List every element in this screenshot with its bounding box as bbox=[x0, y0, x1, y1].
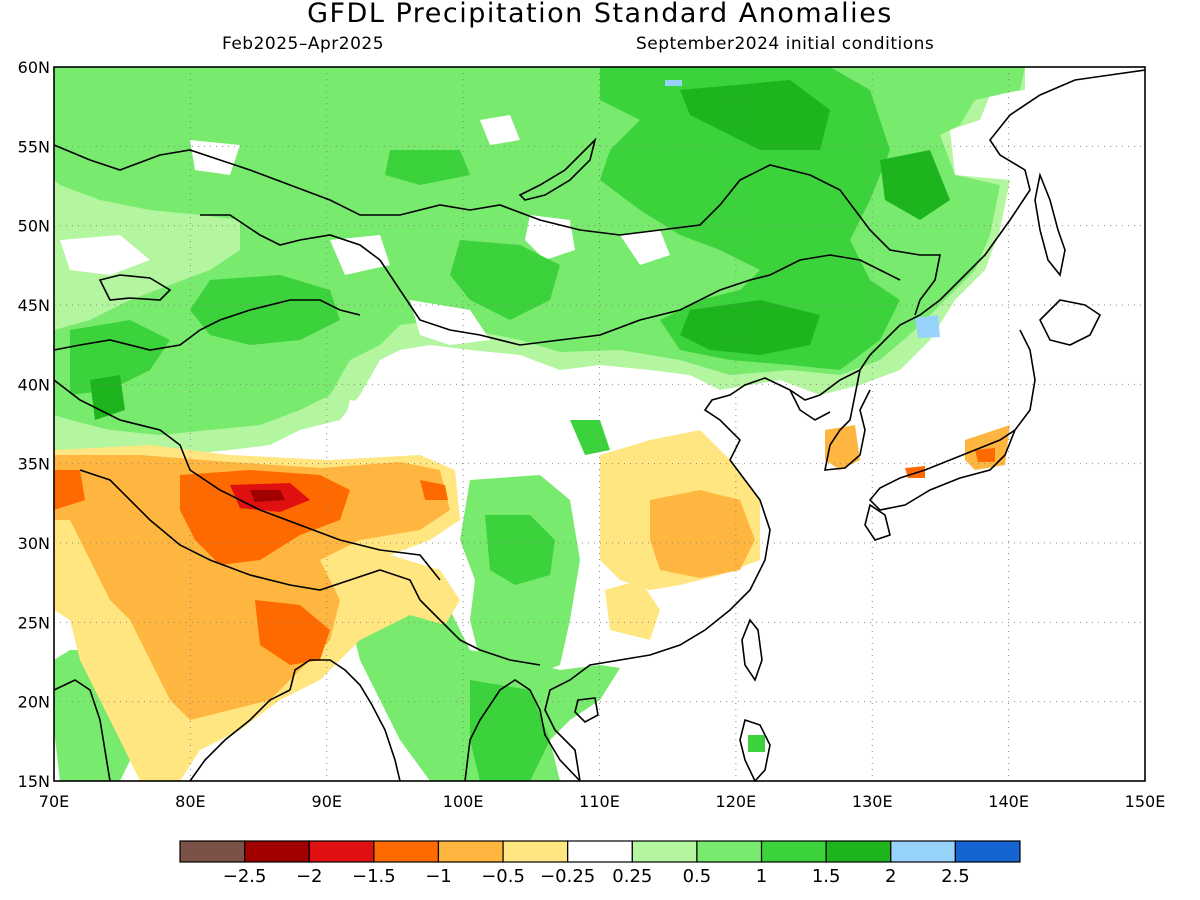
colorbar-tick-label: −0.5 bbox=[481, 866, 525, 887]
latitude-label: 45N bbox=[18, 296, 50, 315]
anomaly-region-east-china-dry bbox=[650, 490, 755, 578]
latitude-label: 15N bbox=[18, 772, 50, 791]
precipitation-anomaly-field bbox=[54, 67, 1145, 781]
colorbar-swatch bbox=[502, 840, 569, 863]
anomaly-region-sw-china-wet-dark bbox=[485, 515, 555, 585]
longitude-label: 80E bbox=[175, 792, 205, 811]
colorbar-swatch bbox=[437, 840, 504, 863]
colorbar-swatch bbox=[760, 840, 827, 863]
longitude-label: 120E bbox=[716, 792, 757, 811]
anomaly-region-taiwan-wet bbox=[748, 735, 765, 752]
colorbar-tick-label: −1.5 bbox=[352, 866, 396, 887]
colorbar bbox=[179, 840, 1021, 863]
anomaly-region-japan-dry bbox=[965, 425, 1010, 470]
colorbar-swatch bbox=[954, 840, 1021, 863]
colorbar-swatch bbox=[696, 840, 763, 863]
latitude-label: 60N bbox=[18, 58, 50, 77]
colorbar-swatch bbox=[244, 840, 310, 863]
anomaly-region-tibet-dry bbox=[54, 455, 450, 720]
colorbar-tick-label: 0.5 bbox=[683, 866, 712, 887]
latitude-label: 25N bbox=[18, 613, 50, 632]
latitude-label: 30N bbox=[18, 534, 50, 553]
longitude-label: 150E bbox=[1125, 792, 1166, 811]
latitude-label: 20N bbox=[18, 693, 50, 712]
colorbar-swatch bbox=[825, 840, 892, 863]
latitude-label: 40N bbox=[18, 375, 50, 394]
colorbar-tick-label: 1.5 bbox=[812, 866, 841, 887]
colorbar-tick-label: 2.5 bbox=[941, 866, 970, 887]
graticule bbox=[54, 67, 1145, 781]
longitude-label: 130E bbox=[852, 792, 893, 811]
longitude-label: 110E bbox=[579, 792, 620, 811]
colorbar-tick-label: −2.5 bbox=[223, 866, 267, 887]
longitude-label: 70E bbox=[39, 792, 69, 811]
colorbar-swatch bbox=[308, 840, 375, 863]
map-title: GFDL Precipitation Standard Anomalies bbox=[307, 0, 893, 29]
colorbar-labels: −2.5 −2 −1.5 −1 −0.5 −0.25 0.25 0.5 1 1.5 2 2.5 bbox=[223, 866, 970, 887]
longitude-axis-labels: 70E 80E 90E 100E 110E 120E 130E 140E 150E bbox=[39, 792, 1166, 811]
longitude-label: 140E bbox=[988, 792, 1029, 811]
forecast-period-label: Feb2025–Apr2025 bbox=[222, 34, 385, 54]
latitude-axis-labels: 60N 55N 50N 45N 40N 35N 30N 25N 20N 15N bbox=[18, 58, 50, 791]
colorbar-tick-label: 0.25 bbox=[612, 866, 652, 887]
anomaly-region-korea-dry bbox=[825, 425, 860, 470]
latitude-label: 35N bbox=[18, 455, 50, 474]
coastlines-and-borders bbox=[53, 69, 1146, 783]
anomaly-region-indochina-wet bbox=[350, 570, 620, 781]
anomaly-region-north-dark bbox=[70, 67, 900, 455]
latitude-label: 55N bbox=[18, 137, 50, 156]
anomaly-region-tibet-dry-max bbox=[250, 490, 285, 502]
colorbar-swatch bbox=[179, 840, 246, 863]
colorbar-tick-label: −1 bbox=[425, 866, 452, 887]
colorbar-swatch bbox=[631, 840, 698, 863]
map-frame bbox=[53, 66, 1146, 782]
longitude-label: 100E bbox=[443, 792, 484, 811]
longitude-label: 90E bbox=[312, 792, 342, 811]
initial-conditions-label: September2024 initial conditions bbox=[636, 34, 935, 54]
colorbar-tick-label: −0.25 bbox=[540, 866, 595, 887]
anomaly-region-north-darkest bbox=[90, 80, 950, 420]
latitude-label: 50N bbox=[18, 217, 50, 236]
colorbar-swatch bbox=[890, 840, 956, 863]
colorbar-swatch bbox=[373, 840, 440, 863]
colorbar-tick-label: −2 bbox=[296, 866, 323, 887]
colorbar-tick-label: 2 bbox=[885, 866, 896, 887]
colorbar-swatch bbox=[567, 840, 633, 863]
colorbar-tick-label: 1 bbox=[756, 866, 767, 887]
anomaly-region-japan-dry-strong bbox=[905, 448, 995, 478]
